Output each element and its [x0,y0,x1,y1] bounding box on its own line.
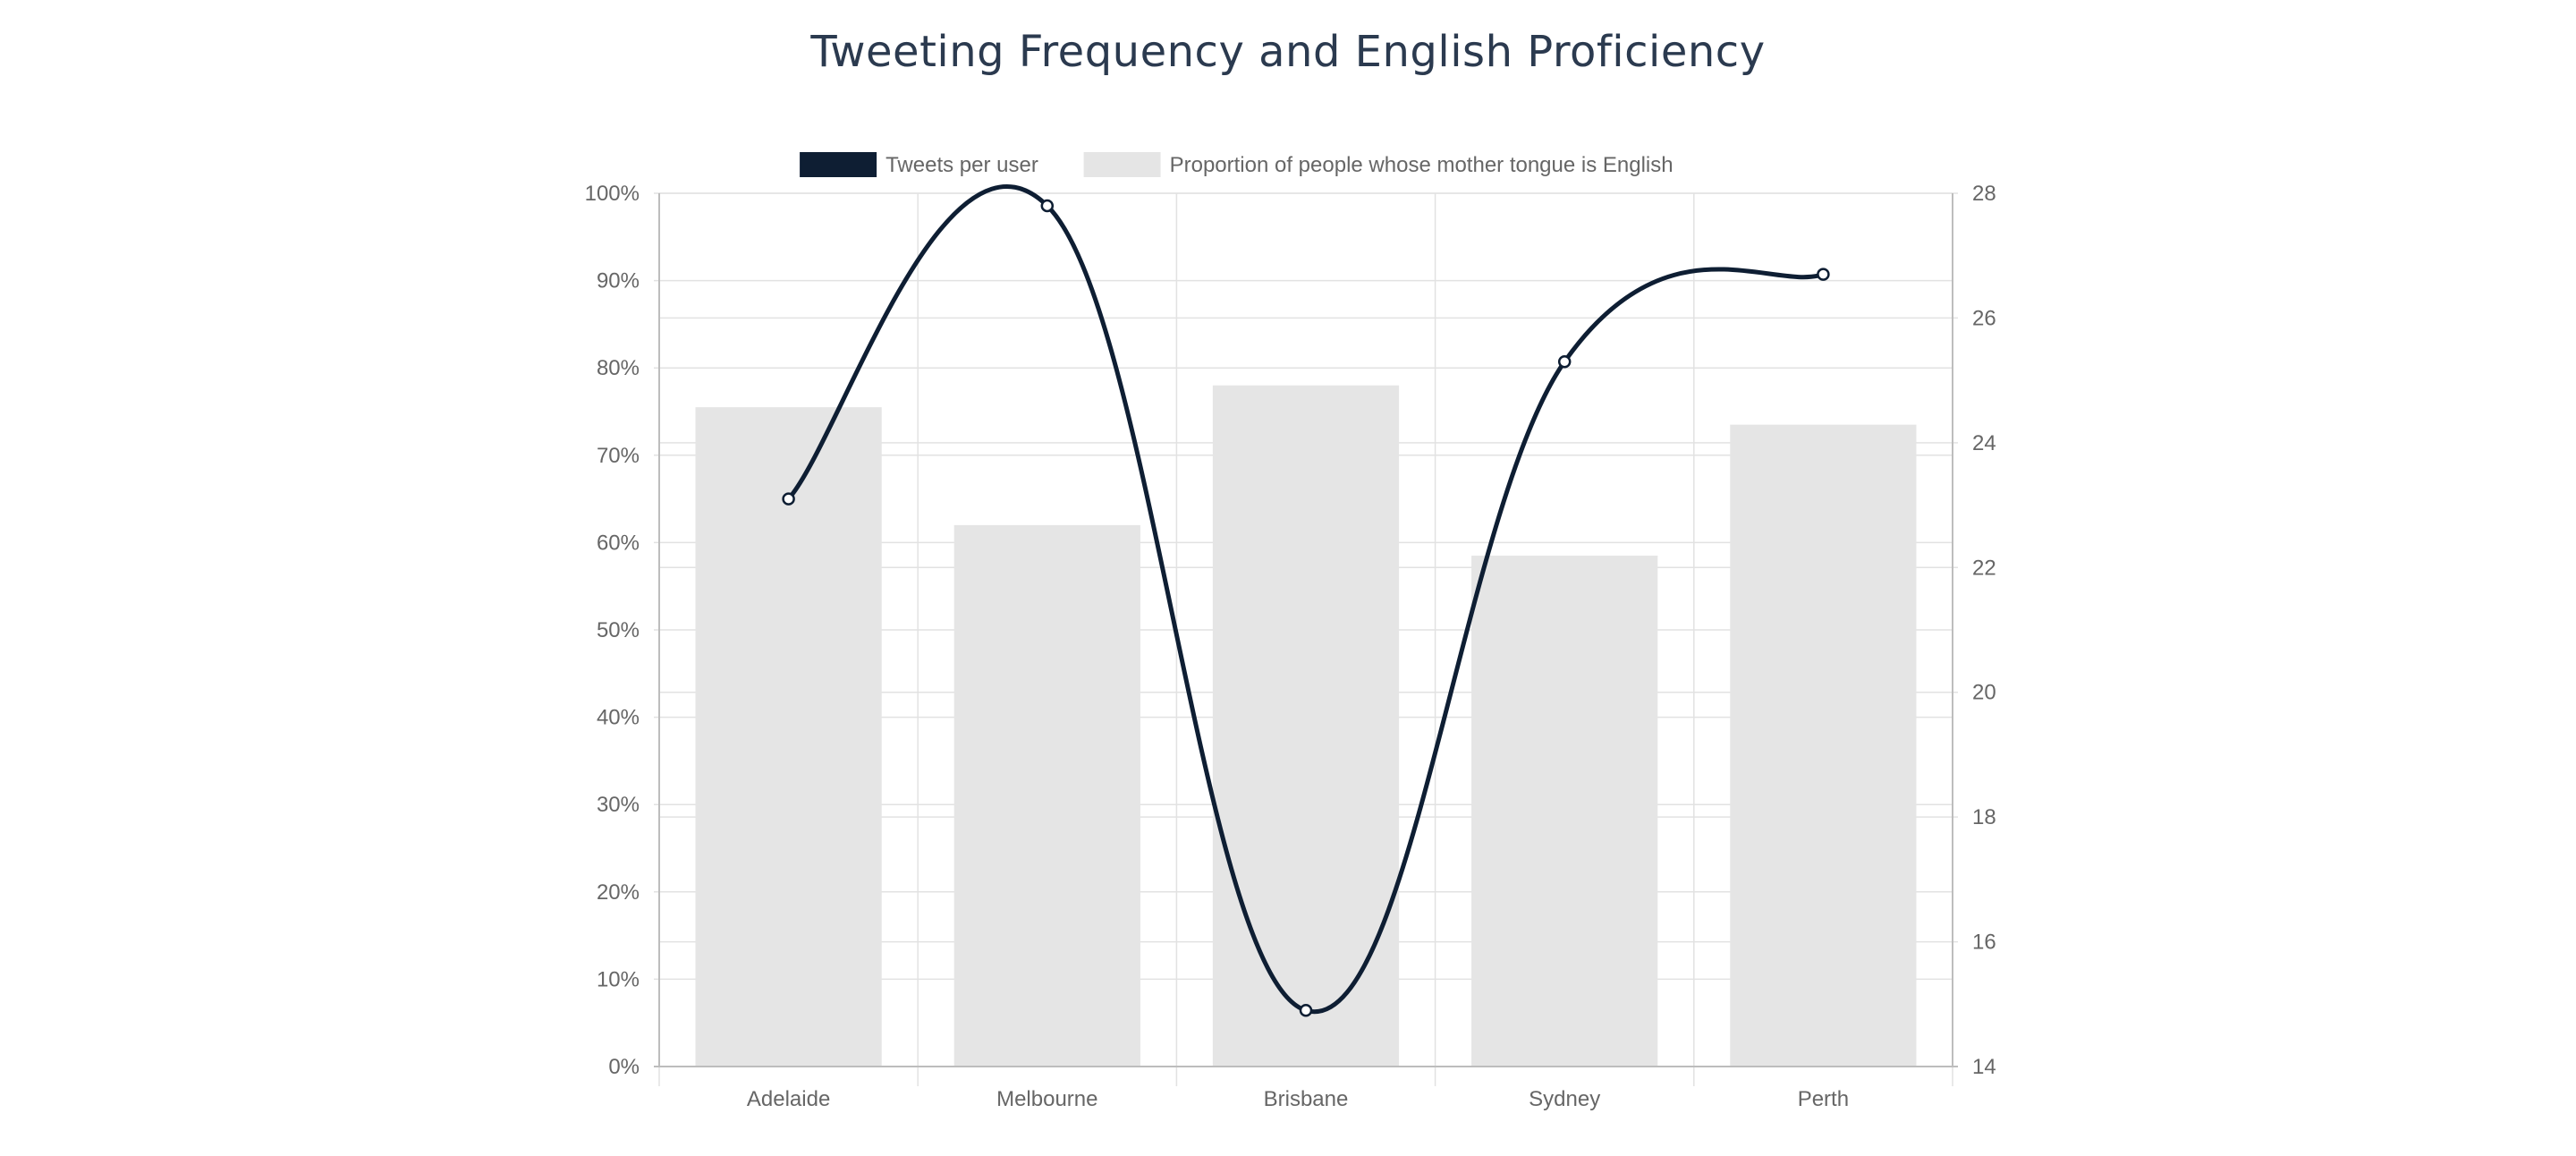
legend-label: Tweets per user [886,153,1038,177]
chart-title: Tweeting Frequency and English Proficien… [810,27,1766,77]
y-right-tick-label: 14 [1972,1055,1996,1079]
y-left-tick-label: 80% [597,356,640,380]
y-left-tick-label: 40% [597,706,640,730]
line-point [1557,354,1572,369]
y-right-tick-label: 20 [1972,681,1996,705]
line-point [1817,268,1830,281]
legend-swatch [1083,152,1161,177]
bar [1471,556,1658,1067]
series-line [786,184,1825,1015]
y-left-tick-label: 100% [585,182,640,206]
legend-swatch [800,152,877,177]
bar [953,524,1140,1067]
line-point [782,492,795,506]
line-layer [782,184,1830,1017]
y-left-tick-label: 90% [597,269,640,293]
y-right-tick-label: 16 [1972,931,1996,955]
x-tick-label: Brisbane [1264,1087,1349,1111]
bars [695,385,1917,1067]
bar [1730,424,1917,1067]
y-right-tick-label: 18 [1972,805,1996,829]
bar [695,407,882,1067]
y-left-tick-label: 10% [597,967,640,991]
y-right-tick-label: 26 [1972,306,1996,330]
bar [1212,385,1400,1067]
y-right-tick-label: 22 [1972,556,1996,580]
y-left-tick-label: 60% [597,531,640,555]
line-point [1299,1004,1313,1017]
labels: 0% 10% 20% 30% 40% 50% 60% 70% 80% 90% 100% 14 16 18 2… [585,182,1996,1111]
legend: Tweets per user Proportion of people whos… [800,152,1674,177]
y-right-tick-label: 28 [1972,182,1996,206]
y-left-tick-label: 50% [597,618,640,642]
y-right-tick-label: 24 [1972,431,1996,455]
y-left-tick-label: 30% [597,793,640,817]
legend-label: Proportion of people whose mother tongue… [1170,153,1674,177]
x-tick-label: Adelaide [747,1087,830,1111]
axes [654,193,1958,1067]
line-point [1040,199,1055,213]
y-left-tick-label: 20% [597,880,640,905]
x-tick-label: Sydney [1529,1087,1600,1111]
y-left-tick-label: 0% [608,1055,640,1079]
y-left-tick-label: 70% [597,444,640,468]
x-tick-label: Perth [1798,1087,1849,1111]
x-tick-label: Melbourne [996,1087,1097,1111]
